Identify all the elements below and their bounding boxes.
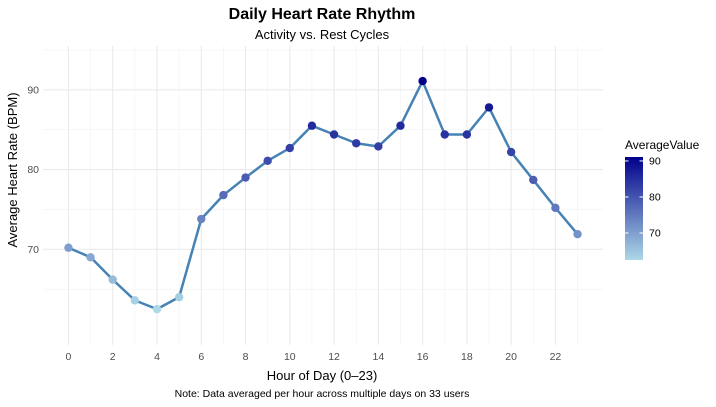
x-tick-label: 22 [550, 351, 562, 363]
y-tick-label: 70 [27, 244, 39, 256]
data-point [174, 292, 184, 302]
x-tick-label: 18 [461, 351, 473, 363]
data-point [86, 253, 95, 262]
x-tick-label: 2 [110, 351, 116, 363]
legend-tick-label: 80 [649, 191, 661, 203]
data-point [506, 147, 516, 157]
x-tick-label: 10 [284, 351, 296, 363]
legend-title: AverageValue [625, 138, 700, 152]
data-point [152, 304, 162, 314]
x-tick-label: 8 [243, 351, 249, 363]
data-points [64, 76, 582, 314]
legend-tick-label: 90 [649, 155, 661, 167]
data-point [329, 130, 339, 139]
data-point [484, 103, 494, 112]
data-point [440, 130, 449, 139]
y-tick-label: 90 [27, 84, 39, 96]
data-point [462, 130, 472, 139]
x-tick-label: 0 [66, 351, 72, 363]
color-legend: AverageValue 70 80 90 [625, 138, 700, 260]
data-point [263, 156, 272, 166]
data-point [374, 142, 383, 151]
data-point [551, 203, 560, 213]
legend-ticks: 70 80 90 [625, 155, 661, 239]
chart-subtitle: Activity vs. Rest Cycles [255, 27, 390, 42]
x-tick-label: 20 [505, 351, 517, 363]
x-tick-label: 6 [198, 351, 204, 363]
data-point [529, 175, 538, 185]
axis-ticks: 70 80 90 0 2 4 6 8 10 12 14 16 18 20 22 [27, 84, 561, 363]
heart-rate-line [67, 79, 579, 311]
data-point [396, 121, 405, 130]
data-point [197, 214, 206, 224]
y-tick-label: 80 [27, 164, 39, 176]
data-point [241, 173, 250, 182]
x-axis-title: Hour of Day (0–23) [267, 368, 378, 383]
chart-caption: Note: Data averaged per hour across mult… [175, 388, 470, 400]
data-point [64, 243, 73, 252]
x-tick-label: 14 [372, 351, 384, 363]
data-point [130, 296, 140, 305]
data-point [352, 139, 361, 148]
data-point [307, 121, 317, 130]
x-tick-label: 4 [154, 351, 160, 363]
data-point [108, 275, 117, 284]
x-tick-label: 12 [328, 351, 340, 363]
legend-colorbar [625, 157, 643, 260]
data-point [418, 76, 427, 86]
legend-tick-label: 70 [649, 227, 661, 239]
data-point [285, 143, 294, 153]
data-point [573, 229, 582, 239]
data-point [219, 190, 228, 200]
y-axis-title: Average Heart Rate (BPM) [5, 92, 20, 247]
grid [43, 46, 603, 345]
x-tick-label: 16 [417, 351, 429, 363]
chart-title: Daily Heart Rate Rhythm [229, 6, 416, 23]
